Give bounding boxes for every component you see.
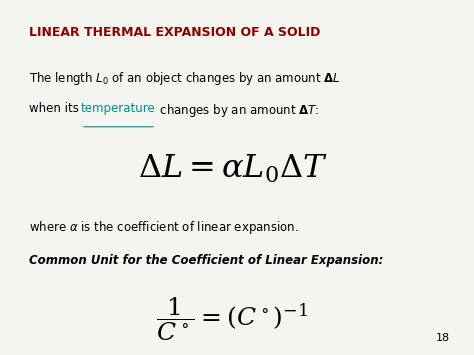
Text: 18: 18 xyxy=(436,333,450,343)
Text: temperature: temperature xyxy=(81,102,155,115)
Text: The length $\mathit{L}_0$ of an object changes by an amount $\mathbf{\Delta \mat: The length $\mathit{L}_0$ of an object c… xyxy=(29,71,341,87)
Text: $\dfrac{1}{C^\circ} = \left(C^\circ\right)^{-1}$: $\dfrac{1}{C^\circ} = \left(C^\circ\righ… xyxy=(156,295,309,343)
Text: LINEAR THERMAL EXPANSION OF A SOLID: LINEAR THERMAL EXPANSION OF A SOLID xyxy=(29,26,320,39)
Text: $\Delta L = \alpha L_0 \Delta T$: $\Delta L = \alpha L_0 \Delta T$ xyxy=(137,153,328,185)
Text: Common Unit for the Coefficient of Linear Expansion:: Common Unit for the Coefficient of Linea… xyxy=(29,253,383,267)
Text: when its: when its xyxy=(29,102,83,115)
Text: where $\alpha$ is the coefficient of linear expansion.: where $\alpha$ is the coefficient of lin… xyxy=(29,219,299,236)
Text: changes by an amount $\mathbf{\Delta \mathit{T}}$:: changes by an amount $\mathbf{\Delta \ma… xyxy=(156,102,319,119)
